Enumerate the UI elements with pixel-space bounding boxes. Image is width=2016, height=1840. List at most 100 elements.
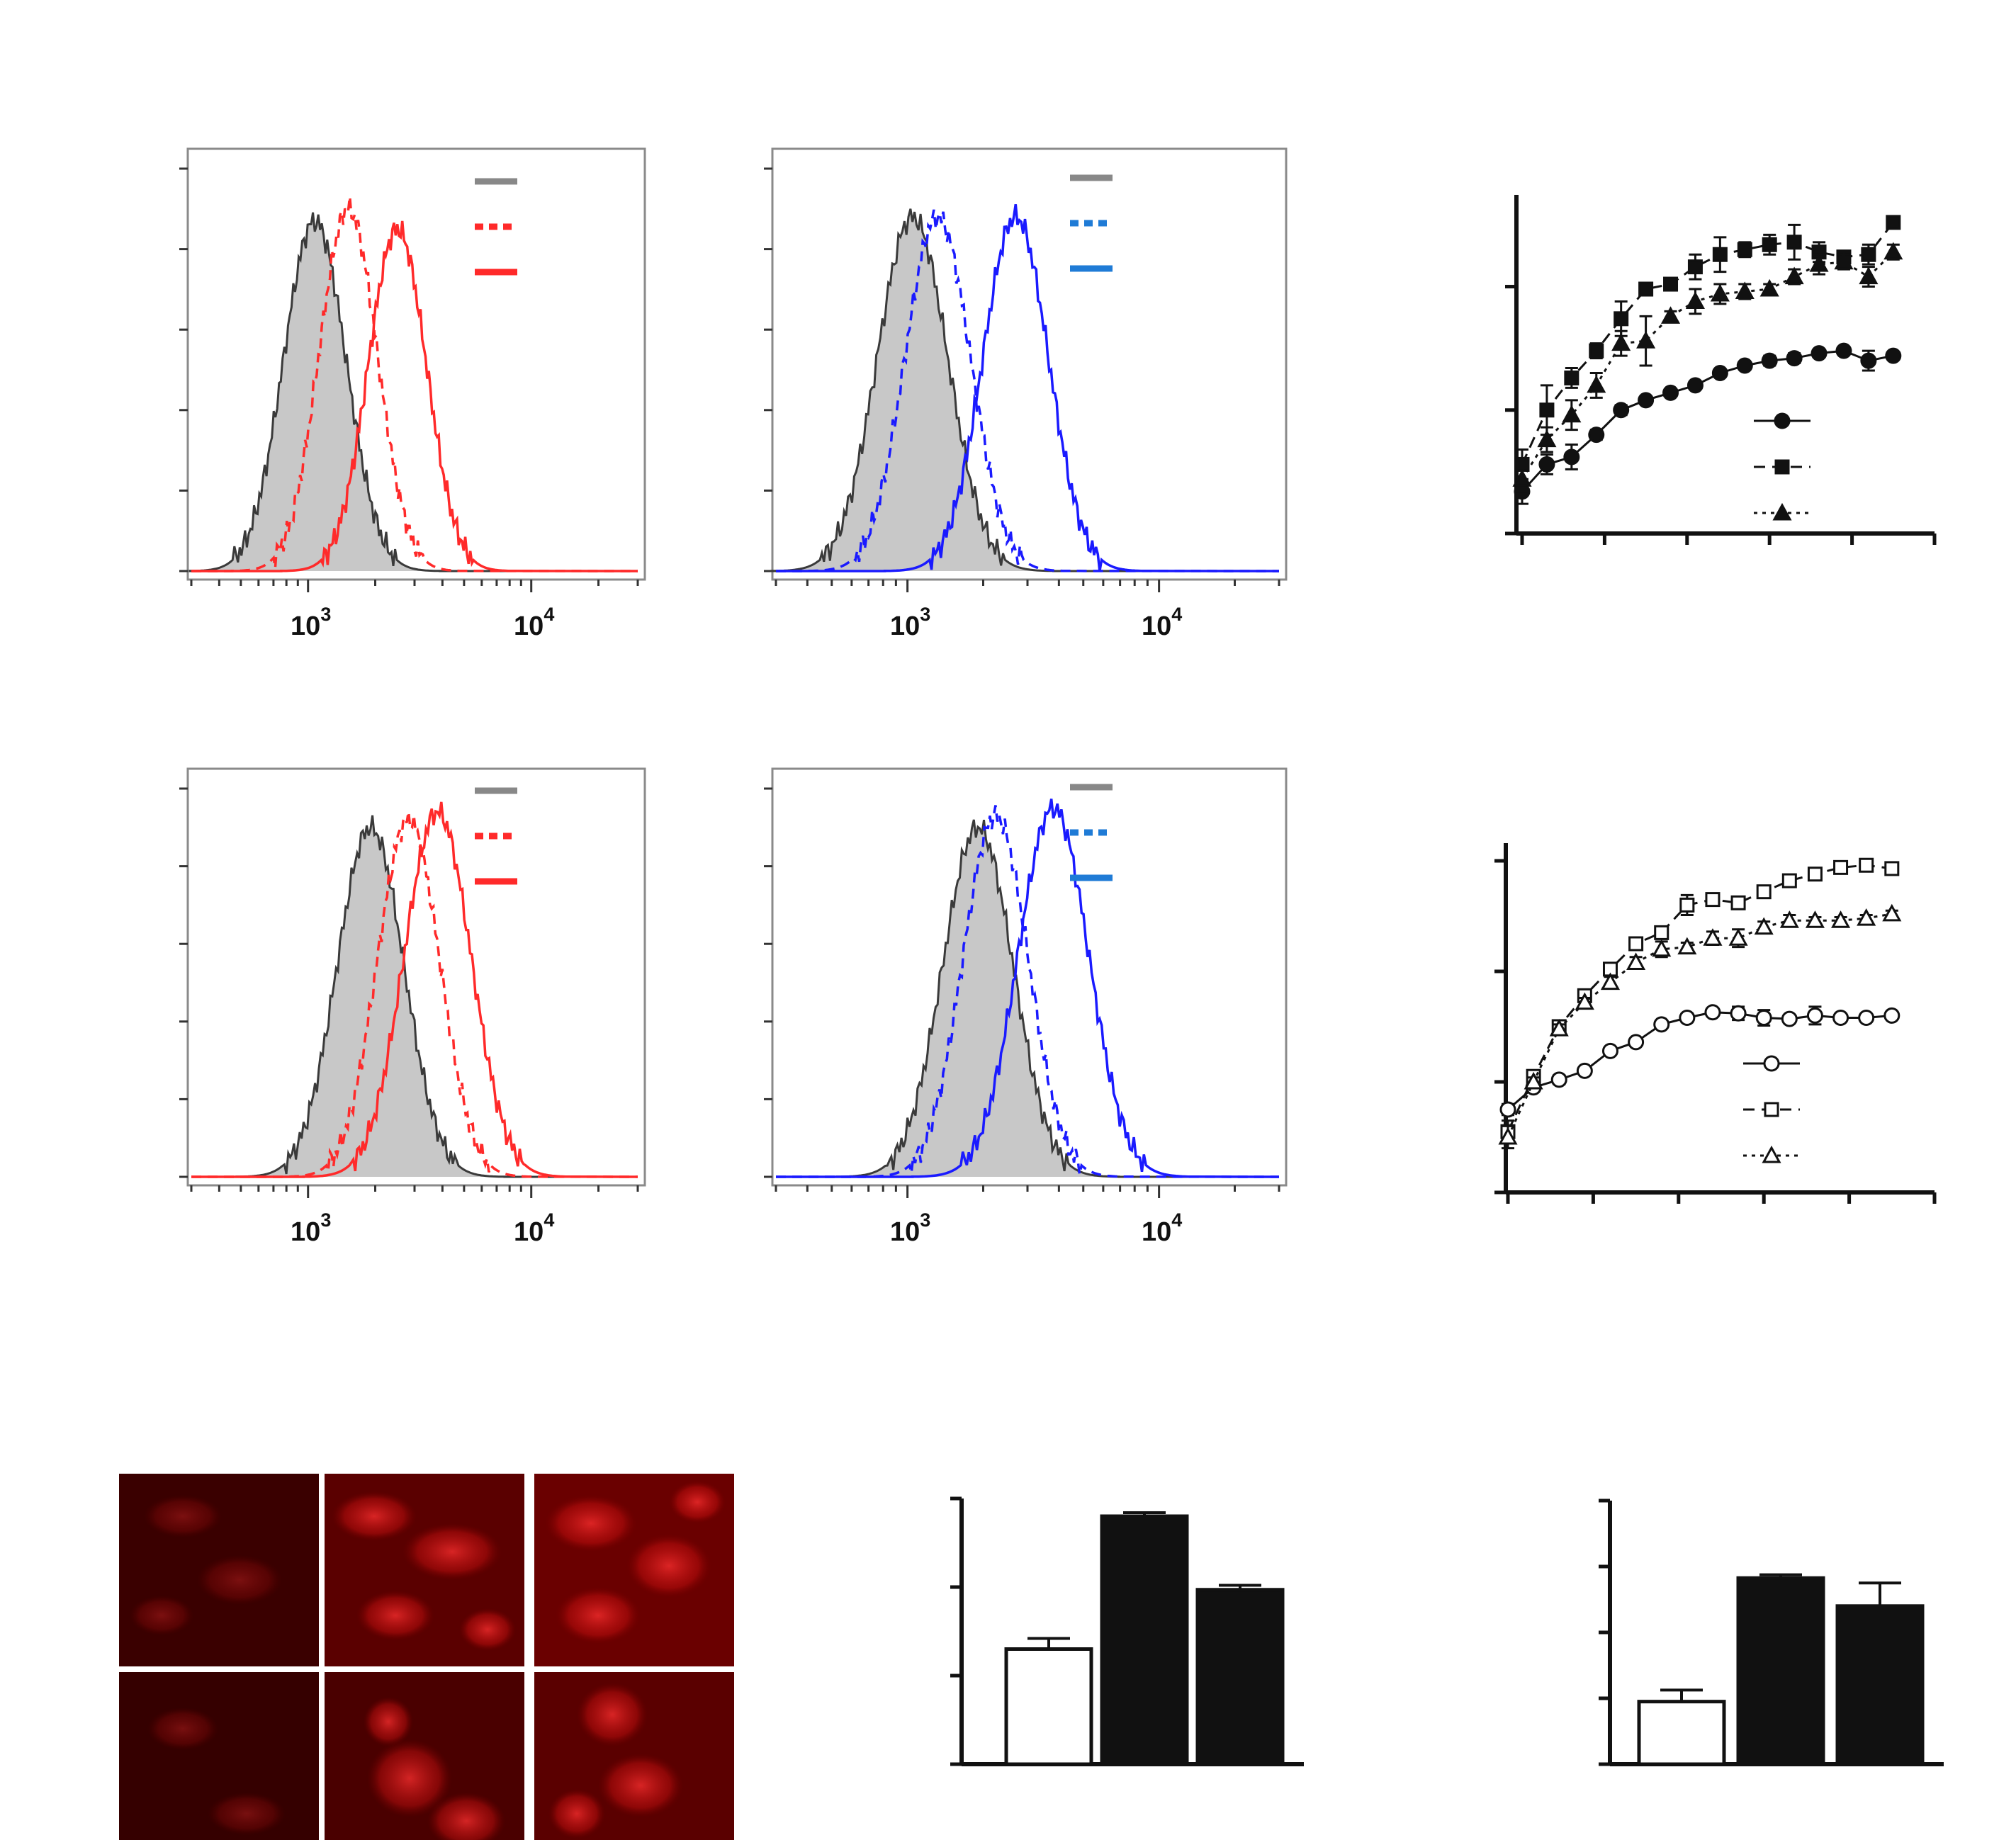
marker-circle — [1662, 384, 1679, 401]
x-tick-exponent: 4 — [544, 604, 554, 625]
cell-shape — [626, 1534, 711, 1598]
x-tick-exponent: 3 — [920, 1209, 930, 1231]
marker-triangle — [1703, 928, 1723, 946]
marker-triangle — [1512, 469, 1532, 487]
marker-circle — [1538, 456, 1555, 473]
marker-circle — [1730, 1005, 1747, 1022]
marker-triangle — [1652, 939, 1672, 957]
x-tick-base: 10 — [514, 611, 544, 641]
marker-triangle — [1834, 252, 1854, 270]
marker-circle — [1576, 1062, 1593, 1079]
marker-triangle — [1784, 266, 1804, 285]
cell-shape — [364, 1697, 413, 1746]
x-tick-exponent: 3 — [320, 604, 331, 625]
marker-square — [1737, 242, 1752, 257]
line-chart-panel-g — [1494, 843, 1937, 1204]
cell-shape — [197, 1555, 282, 1605]
marker-circle — [1860, 352, 1877, 369]
bar-chart-panel-h — [950, 1496, 1304, 1766]
series-ctrl-line — [1507, 1011, 1892, 1111]
marker-square — [1764, 1102, 1779, 1117]
marker-circle — [1686, 377, 1704, 394]
bar-ctrl — [1637, 1700, 1726, 1766]
x-tick-label: 103 — [291, 604, 331, 641]
marker-circle — [1806, 1007, 1823, 1024]
x-tick-base: 10 — [890, 1217, 920, 1247]
cell-shape — [356, 1591, 434, 1640]
marker-square — [1687, 259, 1703, 275]
series-pf56-line — [1521, 221, 1894, 465]
marker-circle — [1781, 1010, 1798, 1027]
x-tick-label: 103 — [890, 1209, 930, 1247]
marker-triangle — [1636, 331, 1656, 349]
marker-circle — [1601, 1042, 1618, 1059]
histogram-panel-b: 103 104 — [764, 147, 1288, 641]
marker-triangle — [1587, 375, 1606, 393]
cell-shape — [577, 1683, 648, 1746]
x-tick-base: 10 — [291, 611, 320, 641]
marker-triangle — [1857, 908, 1876, 926]
marker-square — [1861, 247, 1876, 262]
marker-circle — [1499, 1101, 1516, 1118]
micrograph-u251mg-dmso — [119, 1672, 319, 1840]
marker-square — [1712, 247, 1728, 262]
series-ctrl-filled — [191, 815, 638, 1178]
marker-triangle — [1498, 1127, 1518, 1145]
plot-frame — [186, 767, 646, 1187]
marker-square — [1786, 235, 1802, 250]
cell-shape — [147, 1708, 218, 1750]
x-tick-exponent: 4 — [1171, 1209, 1182, 1231]
series-ctrl-filled — [188, 212, 638, 572]
marker-circle — [1858, 1010, 1875, 1027]
marker-circle — [1550, 1071, 1567, 1088]
series-10um-curve — [776, 204, 1280, 572]
cell-shape — [545, 1495, 637, 1552]
marker-triangle — [1805, 910, 1825, 928]
bar-pf57 — [1835, 1604, 1925, 1766]
marker-square — [1730, 895, 1746, 910]
marker-circle — [1761, 352, 1778, 369]
series-ctrl-filled — [776, 819, 1279, 1178]
cell-shape — [402, 1523, 502, 1580]
series-pf57-line — [1507, 913, 1893, 1138]
cell-shape — [144, 1495, 222, 1537]
marker-triangle — [1600, 972, 1621, 990]
marker-square — [1589, 343, 1604, 359]
bar-chart-panel-i — [1599, 1498, 1944, 1766]
marker-triangle — [1575, 992, 1594, 1010]
marker-circle — [1786, 350, 1803, 367]
marker-circle — [1653, 1016, 1670, 1033]
marker-circle — [1832, 1010, 1849, 1027]
series-ctrl-filled — [770, 208, 1279, 572]
marker-square — [1762, 237, 1777, 252]
marker-circle — [1755, 1010, 1772, 1027]
cell-shape — [367, 1739, 452, 1817]
plot-frame — [771, 767, 1288, 1187]
micrograph-ln229-pf57 — [534, 1474, 734, 1666]
marker-circle — [1774, 412, 1791, 429]
marker-circle — [1835, 342, 1852, 359]
cell-shape — [427, 1793, 505, 1840]
marker-circle — [1563, 448, 1580, 465]
marker-triangle — [1710, 283, 1730, 302]
series-1um-curve — [776, 208, 1280, 572]
marker-triangle — [1524, 1071, 1543, 1090]
x-tick-base: 10 — [1142, 1217, 1171, 1247]
marker-square — [1654, 925, 1669, 940]
marker-triangle — [1549, 1019, 1569, 1037]
marker-circle — [1704, 1004, 1721, 1021]
marker-circle — [1638, 392, 1655, 409]
marker-square — [1781, 873, 1797, 888]
x-tick-label: 104 — [1142, 1209, 1182, 1247]
histogram-panel-d: 103 104 — [764, 767, 1288, 1247]
line-chart-panel-f — [1505, 195, 1937, 545]
series-pf57-line — [1521, 251, 1894, 480]
marker-triangle — [1883, 242, 1903, 260]
marker-circle — [1588, 427, 1605, 444]
marker-circle — [1885, 347, 1902, 364]
x-tick-label: 103 — [890, 604, 930, 641]
marker-square — [1859, 857, 1874, 873]
marker-circle — [1763, 1055, 1780, 1072]
series-pf56-line — [1507, 864, 1892, 1132]
series-1um-curve — [776, 805, 1280, 1178]
